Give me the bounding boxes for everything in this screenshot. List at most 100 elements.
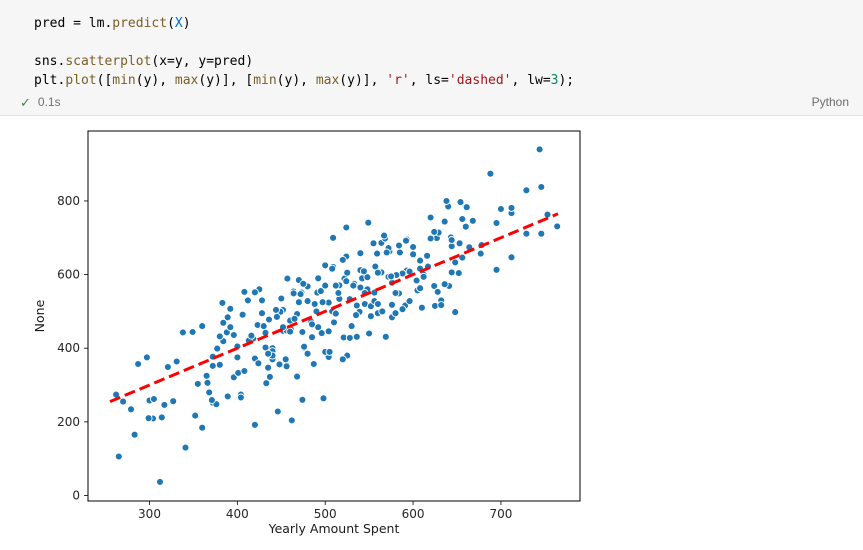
scatter-point — [258, 309, 266, 318]
cell-status-bar: ✓ 0.1s Python — [0, 92, 863, 115]
code-token: ); — [558, 73, 575, 88]
scatter-point — [144, 414, 153, 423]
scatter-point — [329, 233, 338, 242]
scatter-point — [391, 309, 400, 318]
scatter-point — [127, 405, 135, 414]
code-token: predict — [112, 16, 168, 31]
scatter-point — [318, 298, 327, 307]
code-token: min — [112, 73, 136, 88]
scatter-point — [259, 322, 268, 331]
scatter-point — [205, 388, 214, 397]
scatter-point — [114, 452, 123, 461]
scatter-point — [366, 312, 375, 321]
code-token: (y)], — [339, 73, 387, 88]
scatter-point — [319, 394, 328, 403]
scatter-point — [314, 274, 323, 283]
scatter-point — [250, 420, 259, 429]
scatter-point — [264, 363, 273, 372]
scatter-point — [215, 332, 224, 341]
scatter-point — [423, 251, 432, 260]
scatter-point — [317, 329, 326, 338]
scatter-point — [364, 218, 373, 227]
scatter-point — [553, 222, 562, 231]
code-token: plt. — [34, 73, 66, 88]
scatter-point — [203, 378, 212, 387]
scatter-point — [134, 360, 143, 368]
scatter-point — [507, 203, 516, 212]
scatter-point — [412, 276, 421, 285]
x-axis-label: Yearly Amount Spent — [268, 521, 400, 536]
scatter-point — [264, 349, 273, 358]
success-check-icon: ✓ — [20, 94, 31, 110]
scatter-point — [258, 296, 266, 305]
scatter-point — [373, 268, 382, 277]
scatter-point — [451, 308, 460, 317]
scatter-point — [458, 253, 467, 262]
regression-reference-line — [109, 212, 559, 403]
scatter-point — [163, 363, 172, 371]
scatter-point — [409, 243, 418, 251]
scatter-point — [417, 303, 426, 312]
scatter-point — [287, 416, 296, 425]
scatter-point — [419, 272, 428, 281]
scatter-point — [191, 411, 200, 420]
scatter-point — [299, 279, 308, 288]
scatter-point — [331, 281, 340, 290]
scatter-point — [395, 241, 403, 250]
scatter-point — [338, 255, 347, 264]
scatter-point — [522, 229, 531, 238]
code-token: (y), — [135, 73, 175, 88]
scatter-point — [119, 397, 128, 406]
scatter-point — [193, 379, 202, 388]
scatter-point — [169, 397, 178, 406]
y-tick-label: 0 — [72, 488, 80, 502]
scatter-point — [178, 328, 187, 337]
execution-duration-label: 0.1s — [37, 95, 61, 109]
scatter-point — [440, 217, 449, 226]
scatter-point — [454, 269, 463, 278]
scatter-point — [240, 287, 249, 296]
scatter-point — [247, 331, 256, 340]
scatter-plot-svg: 300 400 500 600 700 0 200 400 600 800 Yearly Amoun… — [32, 130, 581, 536]
scatter-point — [405, 297, 414, 306]
scatter-point — [303, 297, 312, 306]
scatter-point — [226, 304, 235, 313]
scatter-point — [254, 359, 263, 368]
scatter-point — [188, 328, 197, 336]
scatter-point — [262, 379, 271, 388]
scatter-point — [300, 342, 309, 351]
scatter-point — [461, 222, 470, 231]
scatter-point — [426, 234, 435, 243]
code-token: pred = lm. — [34, 16, 113, 31]
code-token: min — [253, 73, 277, 88]
scatter-point — [476, 249, 485, 258]
scatter-point — [243, 296, 252, 305]
scatter-point — [130, 430, 139, 439]
code-token: (y), — [276, 73, 316, 88]
code-token: 'r' — [386, 73, 410, 88]
scatter-point — [349, 281, 358, 290]
code-token: X — [174, 16, 183, 31]
scatter-point — [157, 413, 166, 422]
scatter-point — [293, 372, 302, 381]
scatter-point — [433, 287, 442, 296]
scatter-point — [273, 407, 282, 416]
scatter-point — [324, 327, 333, 336]
scatter-point — [238, 310, 247, 319]
scatter-point — [387, 272, 396, 281]
scatter-point — [447, 268, 456, 277]
scatter-point — [208, 361, 217, 370]
code-token: plot — [65, 73, 97, 88]
code-token: max — [174, 73, 199, 88]
scatter-point — [456, 198, 465, 207]
scatter-point — [373, 249, 382, 258]
scatter-point — [347, 322, 356, 331]
kernel-language-label[interactable]: Python — [811, 95, 849, 109]
y-tick-label: 800 — [57, 194, 80, 208]
scatter-point — [298, 328, 307, 336]
scatter-point — [378, 307, 387, 316]
code-editor[interactable]: pred = lm.predict(X) sns.scatterplot(x=y… — [0, 4, 863, 92]
scatter-point — [198, 423, 207, 432]
scatter-point — [207, 396, 216, 405]
